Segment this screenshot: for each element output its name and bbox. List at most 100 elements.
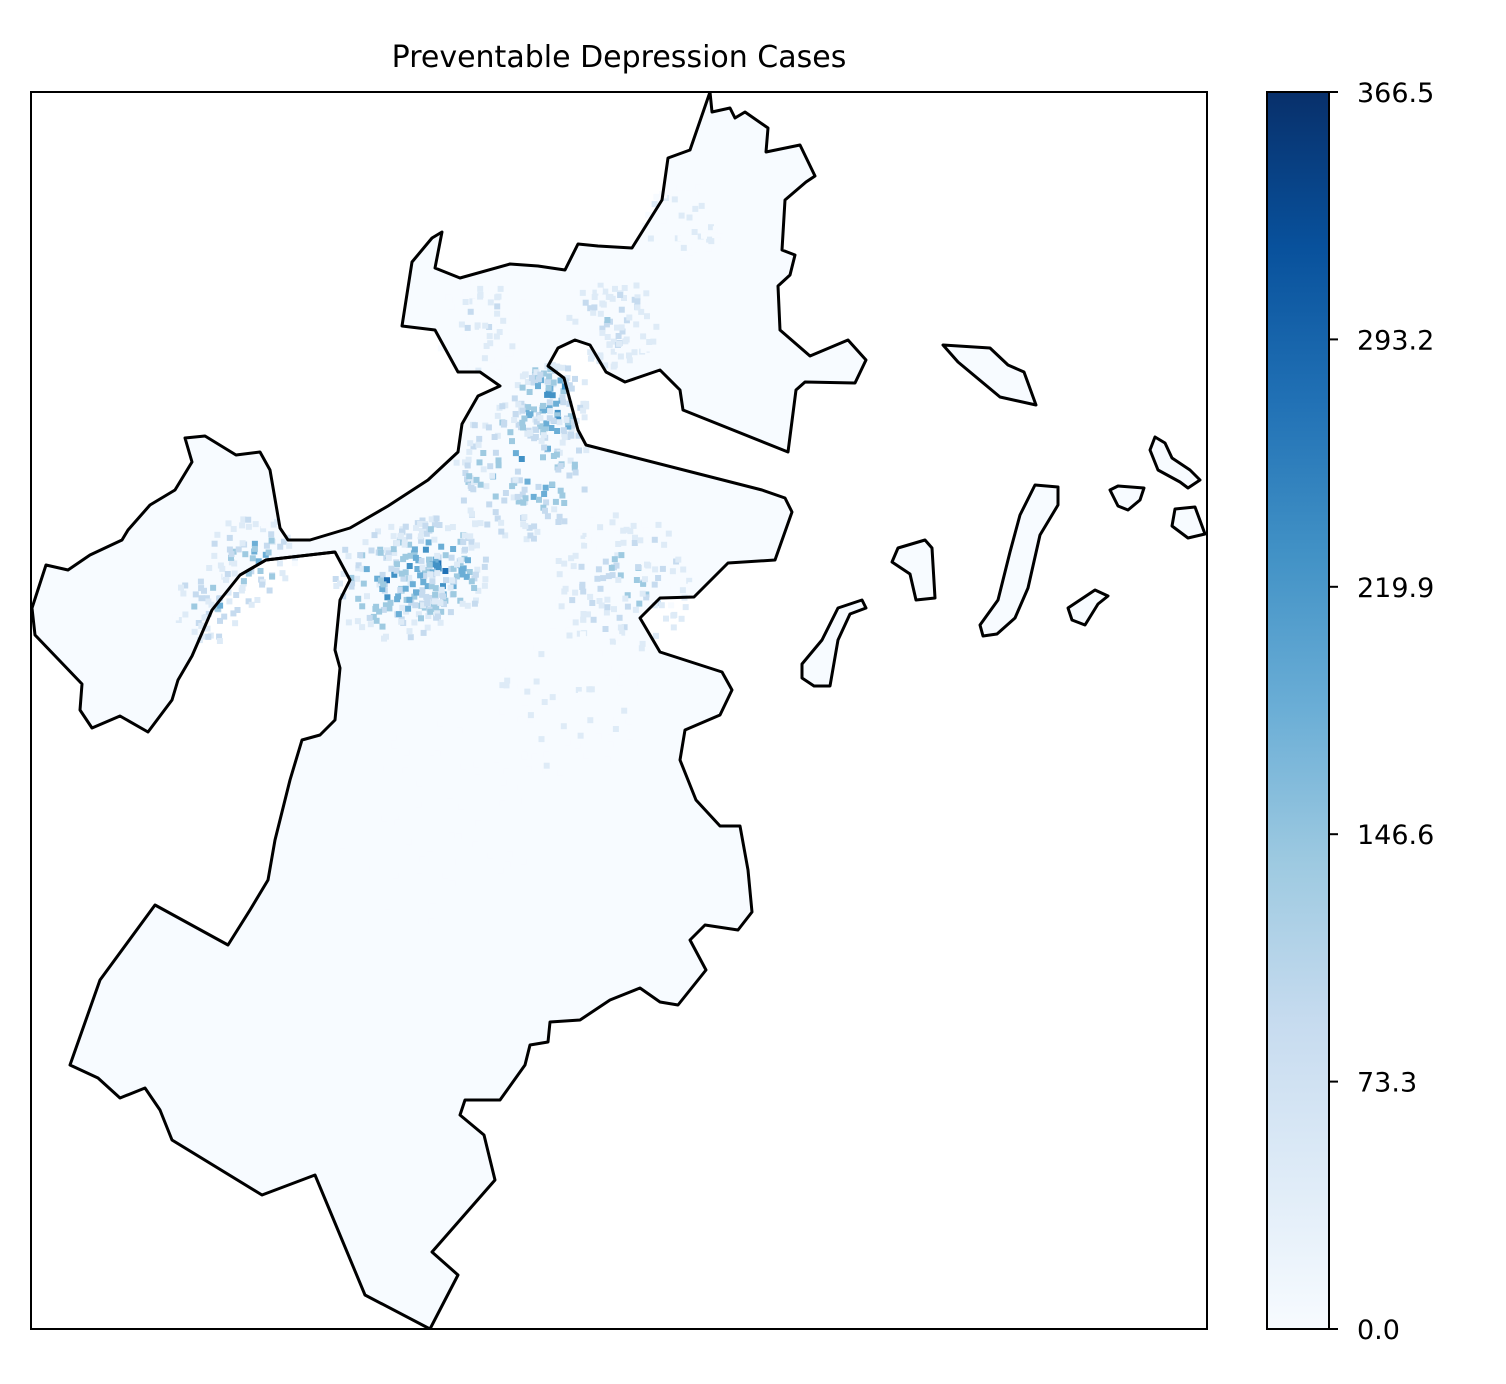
- heat-cell: [604, 317, 611, 323]
- heat-cell: [249, 555, 256, 562]
- heat-cell: [418, 615, 424, 622]
- heat-cell: [456, 727, 463, 734]
- heat-cell: [586, 332, 592, 339]
- heat-cell: [604, 334, 611, 340]
- heat-cell: [464, 279, 471, 286]
- heat-cell: [581, 379, 588, 386]
- heat-cell: [228, 554, 234, 561]
- heat-cell: [515, 330, 521, 337]
- heat-cell: [632, 606, 639, 613]
- heat-cell: [419, 517, 426, 524]
- heat-cell: [368, 547, 375, 554]
- heat-cell: [257, 568, 264, 574]
- heat-cell: [570, 419, 577, 425]
- heat-cell: [520, 293, 527, 300]
- heat-cell: [467, 308, 474, 315]
- heat-cell: [282, 575, 289, 582]
- heat-cell: [394, 596, 401, 603]
- heat-cells: [172, 183, 724, 925]
- heat-cell: [692, 189, 699, 196]
- heat-cell: [595, 733, 602, 740]
- mainland-region-fill: [32, 92, 866, 1329]
- heat-cell: [519, 419, 526, 426]
- heat-cell: [208, 601, 215, 608]
- heat-cell: [471, 291, 478, 298]
- heat-cell: [556, 419, 563, 426]
- heat-cell: [618, 552, 625, 559]
- heat-cell: [580, 407, 587, 414]
- heat-cell: [633, 577, 640, 583]
- heat-cell: [670, 624, 677, 631]
- heat-cell: [686, 577, 693, 584]
- heat-cell: [678, 258, 685, 265]
- island-4-outline: [1170, 505, 1207, 540]
- heat-cell: [510, 494, 517, 501]
- heat-cell: [420, 629, 427, 636]
- heat-cell: [691, 229, 698, 235]
- heat-cell: [354, 575, 361, 582]
- heat-cell: [599, 325, 606, 332]
- heat-cell: [228, 551, 235, 558]
- heat-cell: [636, 600, 643, 607]
- heat-cell: [553, 400, 560, 407]
- heat-cell: [417, 572, 424, 579]
- heat-cell: [205, 633, 212, 640]
- heat-cell: [471, 422, 478, 429]
- heat-cell: [219, 565, 226, 572]
- heat-cell: [348, 583, 355, 590]
- heat-cell: [581, 486, 588, 493]
- heat-cell: [364, 593, 370, 600]
- heat-cell: [467, 440, 474, 447]
- heat-cell: [191, 628, 198, 635]
- heat-cell: [459, 571, 466, 578]
- heat-cell: [558, 596, 565, 603]
- island-3-outline: [1108, 484, 1146, 512]
- heat-cell: [544, 378, 551, 385]
- heat-cell: [589, 467, 596, 474]
- heat-cell: [512, 476, 519, 483]
- heat-cell: [536, 767, 543, 773]
- heat-cell: [234, 607, 241, 613]
- heat-cell: [538, 673, 544, 679]
- heat-cell: [509, 343, 516, 350]
- heat-cell: [380, 606, 387, 613]
- heat-cell: [559, 492, 566, 499]
- heat-cell: [406, 628, 413, 635]
- heat-cell: [517, 784, 524, 791]
- heat-cell: [616, 614, 623, 621]
- heat-cell: [565, 627, 572, 634]
- heat-cell: [418, 557, 425, 564]
- heat-cell: [424, 624, 431, 631]
- heat-cell: [622, 595, 629, 602]
- heat-cell: [596, 287, 603, 294]
- heat-cell: [481, 563, 488, 570]
- heat-cell: [621, 707, 628, 714]
- heat-cell: [695, 184, 701, 191]
- heat-cell: [519, 491, 526, 498]
- heat-cell: [585, 611, 591, 618]
- heat-cell: [437, 619, 444, 626]
- heat-cell: [468, 485, 475, 491]
- heat-cell: [499, 800, 506, 807]
- heat-cell: [449, 880, 456, 887]
- heat-cell: [520, 521, 527, 528]
- heat-cell: [480, 450, 487, 456]
- heat-cell: [653, 323, 660, 330]
- heat-cell: [481, 582, 488, 589]
- heat-cell: [616, 340, 623, 347]
- heat-cell: [217, 551, 224, 558]
- heat-cell: [403, 749, 410, 756]
- island-6-outline: [890, 538, 937, 602]
- heat-cell: [461, 361, 468, 368]
- heat-cell: [360, 580, 367, 587]
- heat-cell: [434, 610, 441, 617]
- heat-cell: [619, 674, 626, 681]
- heat-cell: [689, 183, 696, 190]
- heat-cell: [339, 848, 346, 855]
- heat-cell: [712, 226, 719, 233]
- heat-cell: [549, 392, 556, 399]
- heat-cell: [221, 613, 228, 620]
- heat-cell: [519, 407, 526, 414]
- heat-cell: [466, 569, 473, 575]
- heat-cell: [448, 554, 455, 561]
